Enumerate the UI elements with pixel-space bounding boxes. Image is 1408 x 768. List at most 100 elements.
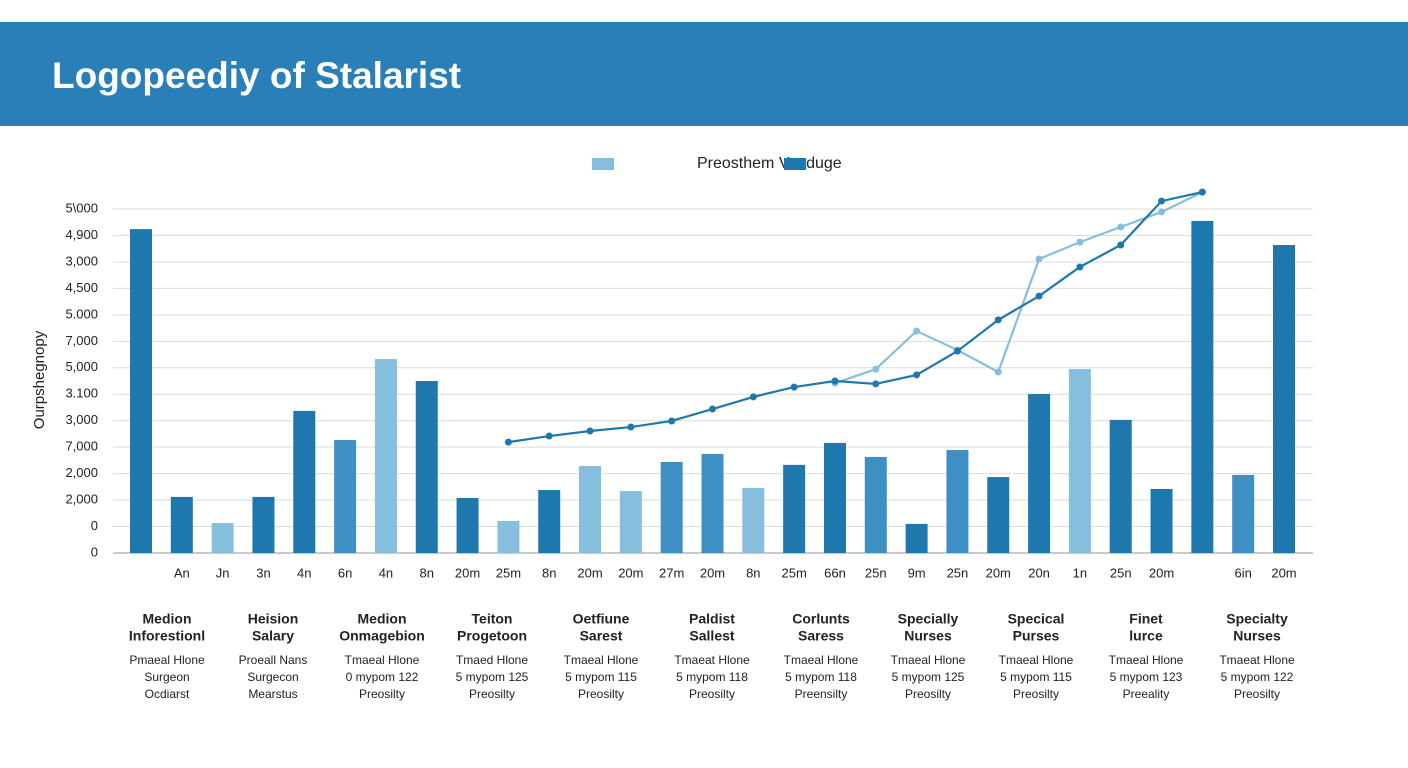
column-line: Mearstus bbox=[248, 687, 297, 701]
column-title: Saress bbox=[798, 628, 844, 644]
y-tick-label: 0 bbox=[91, 544, 98, 559]
legend-label: Preosthem Vanduge bbox=[697, 155, 842, 172]
bar bbox=[1028, 393, 1051, 553]
column-line: 5 mypom 123 bbox=[1110, 670, 1183, 684]
x-tick-label: Jn bbox=[216, 565, 230, 580]
bar bbox=[946, 450, 969, 553]
line-point bbox=[1117, 223, 1125, 231]
column-line: Surgecon bbox=[247, 670, 298, 684]
bar bbox=[293, 410, 316, 553]
y-tick-label: 7,000 bbox=[65, 439, 98, 454]
line-series bbox=[834, 191, 1203, 385]
y-tick-label: 3.100 bbox=[65, 386, 98, 401]
x-tick-label: An bbox=[174, 565, 190, 580]
line-point bbox=[1035, 255, 1043, 263]
x-tick-label: 20m bbox=[986, 565, 1011, 580]
x-tick-label: 1n bbox=[1073, 565, 1087, 580]
x-tick-label: 20m bbox=[700, 565, 725, 580]
x-tick-label: 20m bbox=[455, 565, 480, 580]
bar bbox=[619, 491, 642, 553]
bar bbox=[701, 454, 724, 553]
bar bbox=[456, 497, 479, 553]
column-line: 5 mypom 125 bbox=[456, 670, 529, 684]
line-point bbox=[504, 438, 512, 446]
x-tick-label: 20m bbox=[618, 565, 643, 580]
x-tick-label: 25n bbox=[947, 565, 969, 580]
line-point bbox=[1117, 241, 1125, 249]
bar bbox=[1232, 474, 1255, 553]
column-title: Nurses bbox=[904, 628, 952, 644]
y-tick-label: 5,000 bbox=[65, 359, 98, 374]
bar bbox=[1109, 419, 1132, 553]
column-title: Heision bbox=[248, 611, 299, 627]
column-line: Tmaeal Hlone bbox=[564, 653, 639, 667]
column-title: Finet bbox=[1129, 611, 1163, 627]
bar bbox=[130, 229, 152, 554]
bar bbox=[660, 461, 683, 553]
line-point bbox=[709, 405, 716, 413]
column-line: Preosilty bbox=[689, 687, 735, 701]
x-tick-label: 66n bbox=[824, 565, 846, 580]
y-tick-label: 0 bbox=[91, 518, 98, 533]
x-tick-label: 8n bbox=[746, 565, 760, 580]
x-tick-label: 4n bbox=[297, 565, 311, 580]
column-title: Corlunts bbox=[792, 611, 850, 627]
x-tick-label: 20m bbox=[1271, 565, 1296, 580]
bar bbox=[1273, 245, 1295, 553]
x-tick-label: 6n bbox=[338, 565, 352, 580]
chart-title: Logopeediy of Stalarist bbox=[52, 55, 461, 96]
line-point bbox=[872, 380, 880, 388]
column-line: Preosilty bbox=[1234, 687, 1280, 701]
header-band bbox=[0, 22, 1408, 126]
column-title: Nurses bbox=[1233, 628, 1281, 644]
bar bbox=[579, 465, 602, 553]
bar bbox=[1191, 220, 1214, 553]
column-line: Tmaeat Hlone bbox=[1219, 653, 1295, 667]
column-title: Sarest bbox=[580, 628, 623, 644]
line-point bbox=[668, 417, 676, 425]
bar bbox=[823, 442, 846, 553]
line-point bbox=[994, 368, 1002, 376]
column-line: 5 mypom 115 bbox=[565, 670, 637, 684]
x-tick-label: 8n bbox=[542, 565, 556, 580]
legend-swatch bbox=[784, 158, 806, 170]
column-line: Preosilty bbox=[578, 687, 624, 701]
bar bbox=[987, 477, 1010, 553]
bar bbox=[415, 381, 438, 553]
column-title: Teiton bbox=[472, 611, 513, 627]
bar bbox=[538, 490, 561, 553]
y-tick-label: 2,000 bbox=[65, 465, 98, 480]
column-line: 5 mypom 115 bbox=[1000, 670, 1072, 684]
column-line: Tmaeal Hlone bbox=[784, 653, 859, 667]
column-line: Tmaeal Hlone bbox=[345, 653, 420, 667]
line-point bbox=[1198, 188, 1206, 196]
y-tick-label: 3,000 bbox=[65, 412, 98, 427]
column-line: Surgeon bbox=[144, 670, 189, 684]
bar bbox=[742, 487, 765, 553]
line-point bbox=[586, 427, 594, 435]
bar bbox=[1150, 488, 1173, 553]
column-line: 5 mypom 118 bbox=[785, 670, 857, 684]
line-point bbox=[627, 423, 635, 431]
column-line: Preensilty bbox=[795, 687, 848, 701]
x-tick-label: 20m bbox=[1149, 565, 1174, 580]
bar bbox=[905, 523, 928, 553]
bar bbox=[211, 523, 234, 553]
column-line: 5 mypom 118 bbox=[676, 670, 748, 684]
column-title: Salary bbox=[252, 628, 294, 644]
x-tick-label: 9m bbox=[908, 565, 926, 580]
column-line: Preeality bbox=[1123, 687, 1170, 701]
column-title: Specical bbox=[1008, 611, 1065, 627]
x-tick-label: 25m bbox=[496, 565, 521, 580]
column-line: Tmaeal Hlone bbox=[891, 653, 966, 667]
line-point bbox=[1076, 263, 1084, 271]
column-title: Specially bbox=[898, 611, 959, 627]
line-point bbox=[790, 383, 798, 391]
column-title: Medion bbox=[143, 611, 192, 627]
column-line: Pmaeal Hlone bbox=[129, 653, 205, 667]
column-title: Progetoon bbox=[457, 628, 527, 644]
bar bbox=[252, 496, 275, 553]
column-title: Specialty bbox=[1226, 611, 1288, 627]
y-tick-label: 5\000 bbox=[65, 200, 98, 215]
